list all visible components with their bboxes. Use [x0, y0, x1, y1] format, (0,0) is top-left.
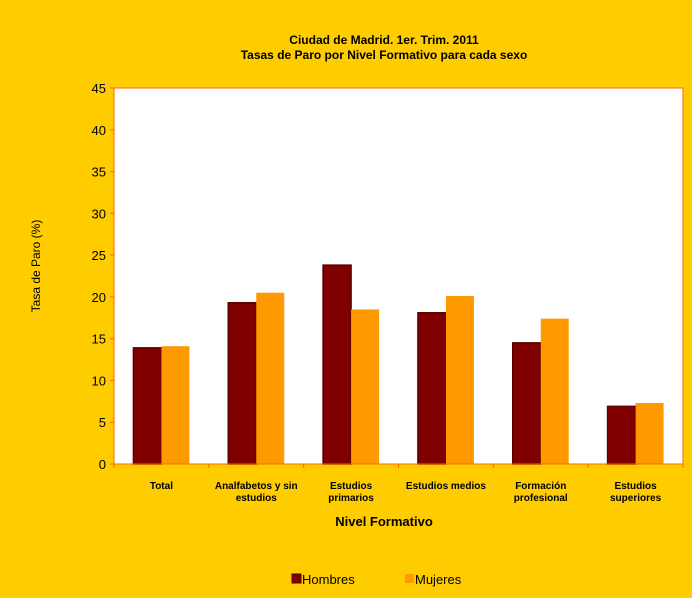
y-axis: 0 5 10 15 20 25 30 35 40 45 [92, 81, 115, 472]
y-tick-label: 10 [92, 373, 106, 388]
y-tick-label: 30 [92, 206, 106, 221]
legend-item-hombres-label: Hombres [302, 572, 355, 587]
legend-item-hombres-swatch [291, 573, 302, 584]
legend: Hombres Mujeres [291, 572, 462, 587]
bar-mujeres [635, 403, 664, 464]
x-tick-label: Estudios medios [406, 481, 486, 492]
x-tick-label: primarios [328, 493, 374, 504]
chart-title: Ciudad de Madrid. 1er. Trim. 2011 [289, 33, 479, 47]
bar-mujeres [256, 292, 285, 464]
bar-mujeres [540, 318, 569, 464]
legend-item-mujeres-label: Mujeres [415, 572, 462, 587]
y-axis-label: Tasa de Paro (%) [29, 220, 43, 313]
bar-hombres [132, 347, 163, 465]
plot-area [113, 87, 684, 465]
x-tick-label: Analfabetos y sin [215, 481, 298, 492]
x-tick-label: Formación [515, 481, 566, 492]
x-tick-label: estudios [236, 493, 278, 504]
y-tick-label: 25 [92, 248, 106, 263]
bar-hombres [227, 301, 257, 465]
y-tick-label: 20 [92, 290, 106, 305]
legend-item-mujeres-swatch [405, 574, 414, 583]
bar-mujeres [445, 296, 474, 464]
chart-subtitle: Tasas de Paro por Nivel Formativo para c… [241, 48, 528, 62]
y-tick-label: 40 [92, 123, 106, 138]
y-tick-label: 35 [92, 165, 106, 180]
bar-hombres [322, 264, 352, 465]
x-axis-label: Nivel Formativo [335, 514, 433, 529]
x-tick-label: Total [150, 481, 173, 492]
x-tick-label: Estudios [330, 481, 373, 492]
bar-mujeres [161, 346, 190, 464]
bar-hombres [512, 342, 542, 465]
bar-hombres [417, 312, 447, 465]
bar-mujeres [351, 309, 380, 464]
bars-group [132, 264, 664, 465]
x-axis: Total Analfabetos y sinestudiosEstudiospr… [113, 463, 684, 504]
y-tick-label: 15 [92, 332, 106, 347]
bar-hombres [606, 405, 637, 465]
y-tick-label: 0 [99, 457, 106, 472]
y-tick-label: 5 [99, 415, 106, 430]
x-tick-label: profesional [514, 493, 568, 504]
x-tick-label: Estudios [614, 481, 657, 492]
y-tick-label: 45 [92, 81, 106, 96]
x-tick-label: superiores [610, 493, 662, 504]
